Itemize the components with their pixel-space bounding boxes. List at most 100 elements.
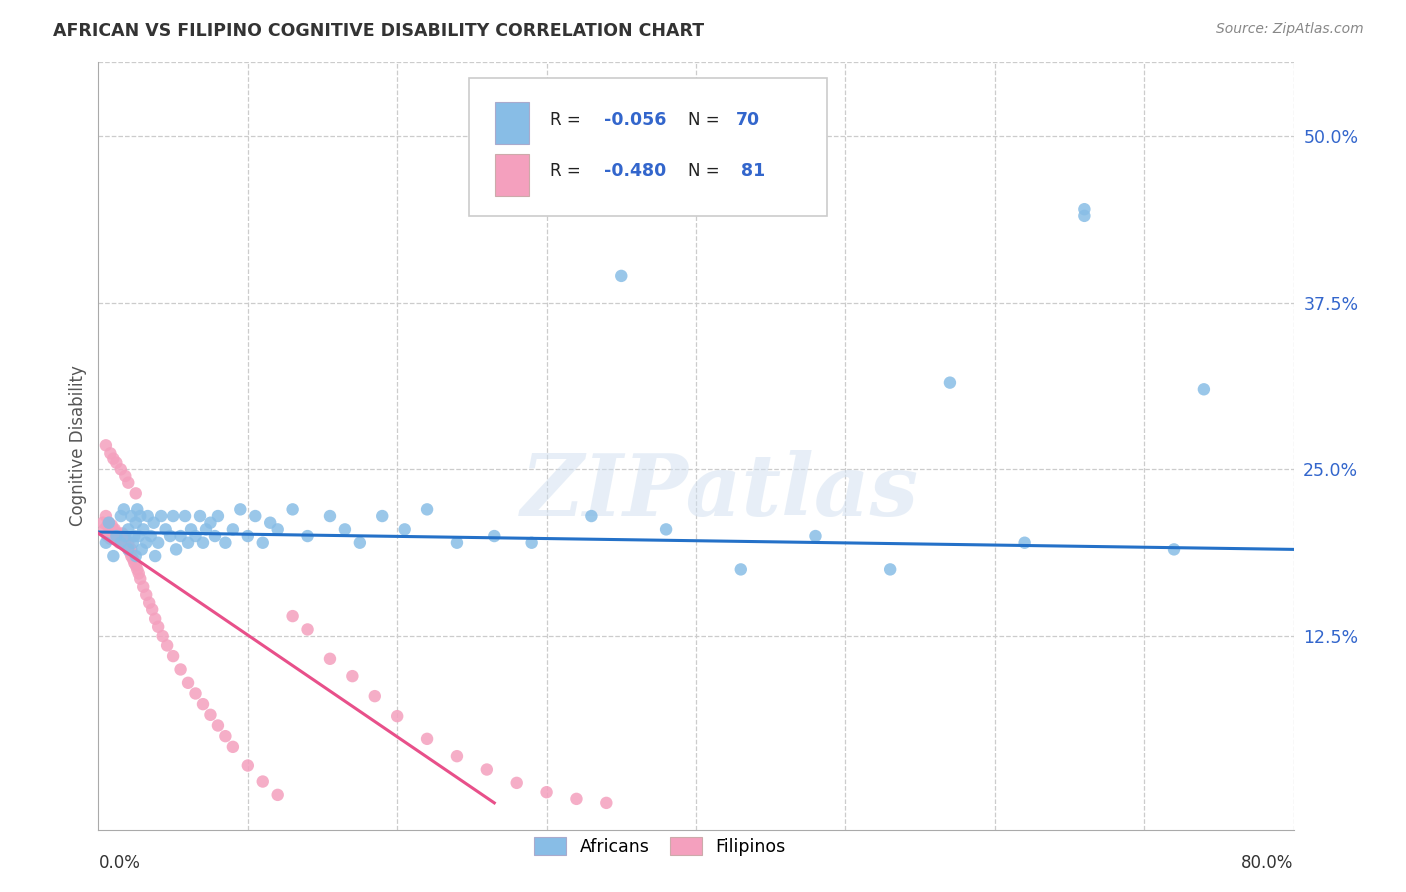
Point bbox=[117, 542, 139, 557]
Point bbox=[98, 446, 122, 460]
Point bbox=[97, 516, 120, 530]
Point bbox=[394, 522, 416, 536]
Point bbox=[103, 522, 125, 536]
Point bbox=[138, 596, 160, 610]
Point bbox=[117, 475, 139, 490]
Point bbox=[565, 792, 588, 806]
Point bbox=[188, 509, 211, 524]
Point bbox=[105, 526, 128, 541]
Text: -0.056: -0.056 bbox=[605, 111, 666, 128]
Point bbox=[446, 535, 468, 549]
FancyBboxPatch shape bbox=[495, 153, 529, 196]
Point bbox=[127, 502, 149, 516]
Point bbox=[124, 556, 146, 570]
Point bbox=[581, 509, 603, 524]
Text: N =: N = bbox=[688, 111, 724, 128]
Point bbox=[105, 529, 128, 543]
Point bbox=[101, 518, 124, 533]
Text: Source: ZipAtlas.com: Source: ZipAtlas.com bbox=[1216, 22, 1364, 37]
Point bbox=[191, 535, 214, 549]
Point bbox=[169, 529, 191, 543]
Point bbox=[139, 529, 162, 543]
Point bbox=[121, 535, 143, 549]
Point bbox=[131, 542, 153, 557]
Point bbox=[132, 580, 155, 594]
Point bbox=[236, 758, 259, 772]
Point bbox=[252, 535, 274, 549]
Point bbox=[536, 785, 558, 799]
Point bbox=[371, 509, 394, 524]
Text: R =: R = bbox=[550, 162, 586, 180]
Point bbox=[135, 535, 157, 549]
Point bbox=[96, 529, 118, 543]
Point bbox=[1192, 382, 1215, 396]
Point bbox=[222, 522, 245, 536]
Point bbox=[1163, 542, 1185, 557]
Point bbox=[349, 535, 371, 549]
Point bbox=[96, 518, 118, 533]
Point bbox=[112, 529, 135, 543]
Point bbox=[229, 502, 252, 516]
Point bbox=[110, 535, 132, 549]
Point bbox=[132, 522, 155, 536]
Point bbox=[129, 572, 152, 586]
Point bbox=[97, 529, 120, 543]
Point bbox=[520, 535, 543, 549]
Point bbox=[111, 526, 134, 541]
Text: AFRICAN VS FILIPINO COGNITIVE DISABILITY CORRELATION CHART: AFRICAN VS FILIPINO COGNITIVE DISABILITY… bbox=[53, 22, 704, 40]
Point bbox=[184, 529, 207, 543]
Point bbox=[180, 522, 202, 536]
Point bbox=[416, 731, 439, 746]
Point bbox=[364, 689, 387, 703]
Point bbox=[342, 669, 364, 683]
Point bbox=[141, 602, 163, 616]
Point bbox=[143, 549, 166, 563]
Point bbox=[222, 739, 245, 754]
Point bbox=[281, 609, 304, 624]
Point bbox=[97, 516, 120, 530]
Point bbox=[177, 675, 200, 690]
Point bbox=[103, 451, 125, 466]
Point bbox=[484, 529, 506, 543]
Point bbox=[128, 529, 150, 543]
Point bbox=[110, 535, 132, 549]
Point bbox=[114, 529, 136, 543]
Point bbox=[416, 502, 439, 516]
Point bbox=[110, 509, 132, 524]
Point bbox=[105, 533, 128, 547]
Point bbox=[121, 551, 143, 566]
Text: 81: 81 bbox=[735, 162, 766, 180]
Point bbox=[94, 535, 117, 549]
Point bbox=[117, 535, 139, 549]
Point bbox=[112, 535, 135, 549]
Point bbox=[125, 558, 148, 573]
Point bbox=[177, 535, 200, 549]
FancyBboxPatch shape bbox=[495, 103, 529, 145]
Point bbox=[103, 549, 125, 563]
Point bbox=[148, 535, 170, 549]
Point bbox=[236, 529, 259, 543]
Text: N =: N = bbox=[688, 162, 724, 180]
Point bbox=[297, 623, 319, 637]
Point bbox=[117, 522, 139, 536]
Point bbox=[267, 788, 290, 802]
Point bbox=[111, 533, 134, 547]
Point bbox=[94, 509, 117, 524]
Text: -0.480: -0.480 bbox=[605, 162, 666, 180]
Point bbox=[142, 516, 165, 530]
Point bbox=[114, 532, 136, 546]
Point bbox=[333, 522, 356, 536]
Point bbox=[127, 562, 149, 576]
Point bbox=[128, 566, 150, 581]
Point bbox=[610, 268, 633, 283]
Point bbox=[98, 519, 122, 533]
Point bbox=[252, 774, 274, 789]
Point bbox=[120, 542, 142, 557]
Point bbox=[191, 697, 214, 711]
Point bbox=[207, 718, 229, 732]
Point bbox=[98, 532, 122, 546]
Point bbox=[1073, 209, 1095, 223]
Point bbox=[165, 542, 187, 557]
Point bbox=[110, 462, 132, 476]
Point bbox=[281, 502, 304, 516]
